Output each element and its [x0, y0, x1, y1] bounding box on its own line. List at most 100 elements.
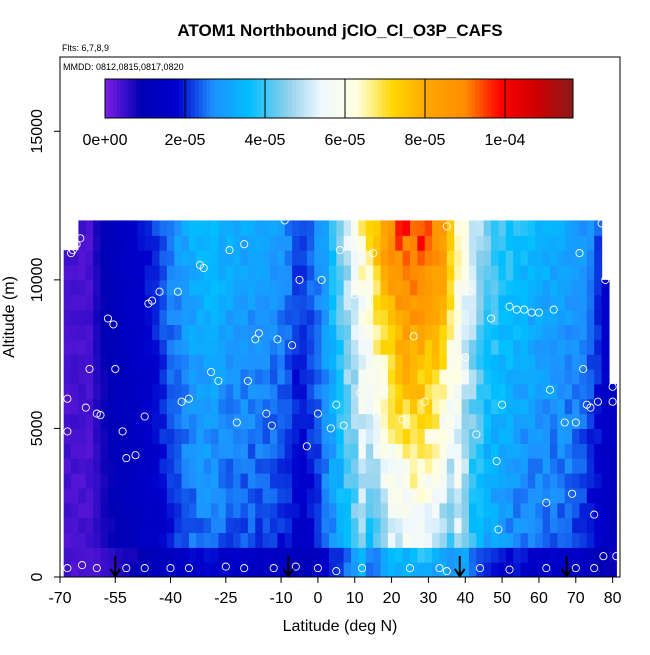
heatmap-cell	[446, 473, 455, 489]
heatmap-cell	[196, 443, 205, 459]
heatmap-cell	[336, 398, 345, 415]
heatmap-cell	[166, 235, 175, 251]
heatmap-cell	[284, 413, 293, 430]
heatmap-cell	[579, 413, 588, 430]
heatmap-cell	[513, 220, 522, 236]
heatmap-cell	[225, 339, 234, 355]
heatmap-cell	[579, 517, 588, 534]
heatmap-cell	[520, 473, 529, 489]
heatmap-cell	[159, 250, 168, 266]
heatmap-cell	[572, 279, 581, 296]
heatmap-cell	[115, 443, 124, 459]
colorbar-segment	[409, 79, 414, 118]
heatmap-cell	[152, 473, 161, 489]
heatmap-cell	[181, 279, 190, 296]
heatmap-cell	[122, 428, 131, 444]
heatmap-cell	[402, 324, 411, 340]
heatmap-cell	[299, 250, 308, 266]
sample-point	[140, 412, 149, 421]
heatmap-cell	[402, 517, 411, 534]
heatmap-cell	[594, 309, 603, 326]
heatmap-cell	[446, 250, 455, 266]
heatmap-cell	[85, 235, 94, 251]
colorbar-tick-label: 4e-05	[245, 132, 286, 149]
heatmap-cell	[262, 235, 271, 251]
heatmap-cell	[395, 324, 404, 340]
heatmap-cell	[468, 279, 477, 296]
heatmap-cell	[225, 532, 234, 548]
heatmap-cell	[122, 473, 131, 489]
heatmap-cell	[292, 220, 301, 236]
heatmap-cell	[520, 265, 529, 281]
heatmap-cell	[343, 354, 352, 370]
heatmap-cell	[461, 294, 470, 311]
heatmap-cell	[373, 443, 382, 459]
heatmap-cell	[284, 369, 293, 385]
heatmap-cell	[63, 458, 72, 474]
heatmap-cell	[586, 383, 595, 400]
heatmap-cell	[314, 383, 323, 400]
heatmap-cell	[513, 532, 522, 548]
heatmap-cell	[152, 279, 161, 296]
heatmap-cell	[211, 220, 220, 236]
heatmap-cell	[491, 294, 500, 311]
heatmap-cell	[137, 532, 146, 548]
heatmap-cell	[564, 339, 573, 355]
heatmap-cell	[277, 413, 286, 430]
heatmap-cell	[255, 369, 264, 385]
heatmap-cell	[336, 517, 345, 534]
heatmap-cell	[137, 220, 146, 236]
heatmap-cell	[351, 443, 360, 459]
heatmap-cell	[535, 279, 544, 296]
heatmap-cell	[174, 487, 183, 504]
heatmap-cell	[328, 428, 337, 444]
heatmap-cell	[468, 369, 477, 385]
heatmap-cell	[476, 443, 485, 459]
sample-point	[63, 427, 72, 436]
sample-point	[520, 305, 529, 314]
heatmap-cell	[299, 265, 308, 281]
heatmap-cell	[277, 502, 286, 519]
heatmap-cell	[564, 265, 573, 281]
heatmap-cell	[410, 235, 418, 251]
heatmap-cell	[203, 443, 212, 459]
heatmap-cell	[203, 279, 212, 296]
heatmap-cell	[380, 309, 389, 326]
heatmap-cell	[461, 235, 470, 251]
heatmap-cell	[564, 547, 573, 563]
heatmap-cell	[557, 250, 566, 266]
heatmap-cell	[535, 547, 544, 563]
heatmap-cell	[196, 413, 205, 430]
heatmap-cell	[78, 383, 87, 400]
heatmap-cell	[115, 487, 124, 504]
heatmap-cell	[284, 443, 293, 459]
heatmap-cell	[321, 502, 330, 519]
heatmap-cell	[299, 294, 308, 311]
heatmap-cell	[284, 398, 293, 415]
heatmap-cell	[373, 487, 382, 504]
heatmap-cell	[491, 547, 500, 563]
heatmap-cell	[181, 487, 190, 504]
heatmap-cell	[181, 324, 190, 340]
heatmap-cell	[152, 547, 161, 563]
heatmap-cell	[387, 532, 396, 548]
sample-point	[369, 249, 378, 258]
heatmap-cell	[328, 220, 337, 236]
heatmap-cell	[63, 547, 72, 563]
heatmap-cell	[476, 324, 485, 340]
heatmap-cell	[417, 294, 426, 311]
sample-point	[586, 403, 595, 412]
heatmap-cell	[564, 428, 573, 444]
heatmap-cell	[93, 487, 102, 504]
heatmap-cell	[572, 562, 581, 577]
sample-point	[568, 489, 577, 498]
heatmap-cell	[608, 562, 617, 577]
heatmap-cell	[63, 398, 72, 415]
heatmap-cell	[535, 324, 544, 340]
sample-point	[350, 290, 359, 299]
heatmap-cell	[424, 428, 433, 444]
heatmap-cell	[137, 265, 146, 281]
x-tick-label: 0	[313, 590, 322, 607]
heatmap-cell	[572, 398, 581, 415]
heatmap-cell	[328, 354, 337, 370]
